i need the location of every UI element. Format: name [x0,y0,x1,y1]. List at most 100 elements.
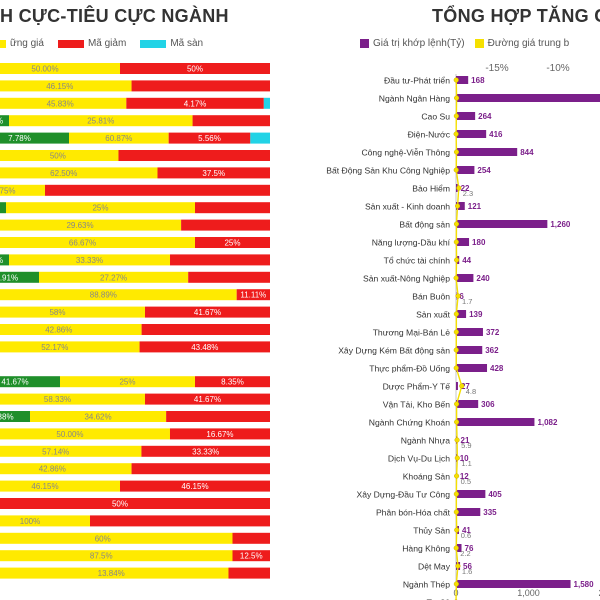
category-label: Top20 [427,598,451,600]
value-label: 1,260 [550,220,571,229]
sector-bar-segment [170,254,270,266]
price-point [456,185,462,191]
sector-bar-segment [195,237,270,248]
sector-bar-label: 25.81% [87,117,114,126]
sector-bar-label: 58% [49,308,65,317]
value-bar [456,418,535,426]
value-label: 6 [459,292,464,301]
value-label: 168 [471,76,485,85]
sector-bar-label: 58.33% [44,395,71,404]
price-point [454,455,460,461]
sector-bar-segment [45,184,270,196]
price-point [453,77,459,83]
sector-bar-segment [120,63,270,74]
price-point [454,437,460,443]
sector-bar-label: 46.15% [181,482,208,491]
sector-bar-segment [263,97,270,109]
value-label: 44 [462,256,471,265]
category-label: Tổ chức tài chính [384,256,451,266]
value-label: 335 [483,508,497,517]
category-label: Khoáng Sản [403,472,451,482]
sector-bar-segment [0,532,233,544]
price-point [453,545,459,551]
category-label: Dược Phẩm-Y Tế [383,382,451,392]
sector-bar-label: 4.17% [184,99,207,108]
value-bar [456,274,474,282]
value-bar [456,94,600,102]
price-point [453,329,459,335]
sector-bar-label: 53.33% [0,256,3,265]
sector-bar-label: 41.67% [1,378,28,387]
sector-bar-label: 5.56% [198,134,221,143]
price-point [459,383,465,389]
value-label: 416 [489,130,503,139]
sector-bar-segment [144,306,270,318]
category-label: Công nghệ-Viễn Thông [361,148,450,158]
sector-bar-segment [0,150,119,161]
category-label: Phân bón-Hóa chất [376,508,451,518]
sector-bar-segment [39,271,189,283]
value-label: 56 [463,562,472,571]
sector-bar-label: 11.11% [240,291,266,300]
sector-bar-label: 50.00% [56,430,83,439]
category-label: Thực phẩm-Đồ Uống [369,364,450,374]
price-point [455,203,461,209]
line-point-label: 5.9 [461,441,471,450]
left-chart-title: H CỰC-TIÊU CỰC NGÀNH [0,6,229,26]
sector-bar-segment [157,167,270,179]
price-point [455,563,461,569]
sector-bar-segment [0,341,140,353]
category-label: Cao Su [421,112,450,122]
legend-label-line: Đường giá trung b [487,38,570,49]
category-label: Bảo Hiểm [412,184,450,194]
sector-bar-label: 55.38% [0,413,14,422]
value-bar [456,112,476,120]
value-label: 405 [488,490,502,499]
sector-bar-segment [141,445,270,457]
price-point [453,167,459,173]
sector-bar-segment [131,463,270,475]
sector-bar-segment [181,219,270,231]
line-point-label: 1.6 [462,567,472,576]
sector-bar-label: 37.5% [202,169,225,178]
value-bar [456,580,571,588]
sector-bar-segment [6,202,195,214]
price-point [453,113,459,119]
value-label: 844 [520,148,534,157]
line-point-label: 0.6 [461,531,471,540]
category-label: Xây Dựng Kém Bất động sản [338,346,450,356]
sector-bar-label: 50% [112,500,128,509]
category-label: Ngành Chứng Khoán [369,418,450,428]
legend-label-flat: ững giá [10,38,44,49]
value-bar [456,310,467,318]
value-bar [456,220,548,228]
sector-bar-label: 25% [224,239,240,248]
price-point [453,275,459,281]
sector-bar-label: 27.27% [100,273,127,282]
sector-bar-label: 42.86% [39,465,66,474]
sector-bar-label: 46.15% [31,482,58,491]
sector-bar-label: 7.78% [8,134,31,143]
sector-bar-segment [0,115,9,127]
value-bar [456,400,479,408]
price-point [453,491,459,497]
sector-bar-segment [0,80,132,92]
value-bar [456,328,483,336]
value-label: 1,580 [574,580,595,589]
value-label: 306 [481,400,495,409]
price-point [453,131,459,137]
sector-bar-segment [139,341,270,353]
sector-bar-segment [0,428,170,440]
value-label: 1,082 [537,418,558,427]
category-label: Ngành Ngân Hàng [379,94,450,104]
legend-swatch-line [474,39,484,48]
line-point-label: 1.1 [461,459,471,468]
sector-bar-segment [250,132,270,144]
sector-bar-segment [0,411,30,422]
sector-bar-segment [192,115,270,127]
category-label: Điện-Nước [408,130,451,140]
category-label: Bất Động Sản Khu Công Nghiệp [326,166,450,176]
sector-bar-segment [0,63,120,74]
value-bar [456,130,487,138]
price-point [453,149,460,155]
